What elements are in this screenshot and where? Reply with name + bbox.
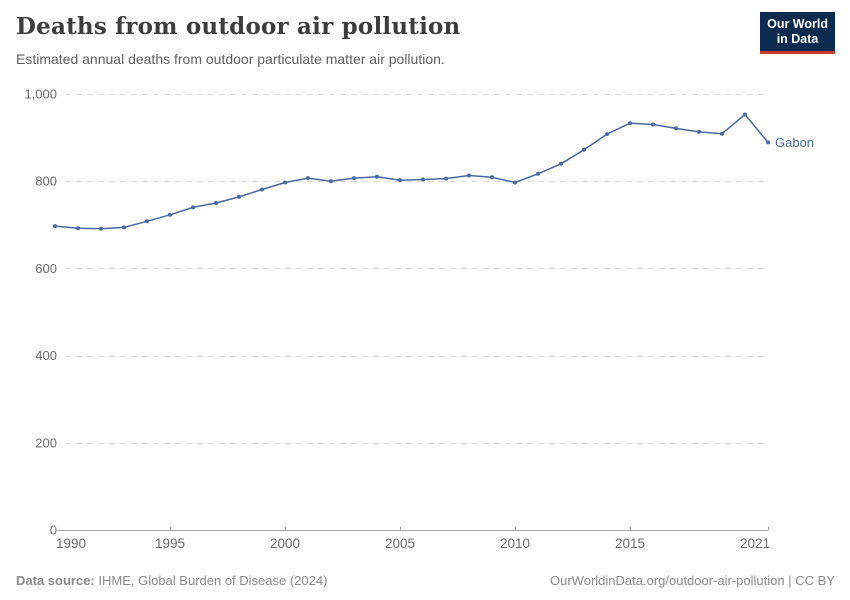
y-tick-label: 0 xyxy=(50,523,57,538)
data-point[interactable] xyxy=(513,180,517,185)
x-tick-label: 2015 xyxy=(615,536,645,551)
chart-title: Deaths from outdoor air pollution xyxy=(16,13,461,40)
x-tick-label: 2010 xyxy=(500,536,530,551)
data-point[interactable] xyxy=(628,121,632,126)
entity-label[interactable]: Gabon xyxy=(775,135,814,150)
data-point[interactable] xyxy=(168,212,172,217)
data-point[interactable] xyxy=(76,226,80,231)
x-tick-label: 2000 xyxy=(270,536,300,551)
owid-logo-line1: Our World xyxy=(767,17,828,31)
owid-logo-line2: in Data xyxy=(776,32,819,46)
data-point[interactable] xyxy=(214,201,218,205)
owid-logo[interactable]: Our World in Data xyxy=(760,12,835,54)
data-point[interactable] xyxy=(191,205,195,210)
data-point[interactable] xyxy=(237,194,241,199)
data-point[interactable] xyxy=(766,140,770,145)
y-tick-label: 200 xyxy=(35,435,57,450)
y-tick-label: 800 xyxy=(35,174,57,189)
y-tick-label: 400 xyxy=(35,348,57,363)
data-source-text: IHME, Global Burden of Disease (2024) xyxy=(98,573,328,588)
data-point[interactable] xyxy=(283,180,287,185)
data-point[interactable] xyxy=(99,226,103,231)
data-source-label: Data source: xyxy=(16,573,95,588)
x-tick-label: 2005 xyxy=(385,536,415,551)
chart-subtitle: Estimated annual deaths from outdoor par… xyxy=(16,51,445,67)
data-point[interactable] xyxy=(490,175,494,180)
data-point[interactable] xyxy=(421,177,425,182)
x-tick-label: 2021 xyxy=(740,536,770,551)
data-point[interactable] xyxy=(398,178,402,183)
data-point[interactable] xyxy=(375,174,379,179)
data-point[interactable] xyxy=(352,176,356,181)
chart-footer: Data source: IHME, Global Burden of Dise… xyxy=(16,573,835,588)
credit: OurWorldinData.org/outdoor-air-pollution… xyxy=(550,573,835,588)
data-point[interactable] xyxy=(467,173,471,178)
y-tick-label: 600 xyxy=(35,261,57,276)
license-badge[interactable]: CC BY xyxy=(795,573,835,588)
credit-separator: | xyxy=(788,573,792,588)
data-point[interactable] xyxy=(697,129,701,134)
data-point[interactable] xyxy=(743,112,747,117)
data-point[interactable] xyxy=(720,131,724,136)
data-point[interactable] xyxy=(582,147,586,152)
x-tick-label: 1995 xyxy=(155,536,185,551)
x-tick-label: 1990 xyxy=(56,536,86,551)
credit-link[interactable]: OurWorldinData.org/outdoor-air-pollution xyxy=(550,573,785,588)
data-point[interactable] xyxy=(329,179,333,184)
data-point[interactable] xyxy=(605,132,609,137)
data-source: Data source: IHME, Global Burden of Dise… xyxy=(16,573,327,588)
data-point[interactable] xyxy=(651,122,655,127)
data-point[interactable] xyxy=(559,161,563,166)
data-point[interactable] xyxy=(536,171,540,176)
y-tick-label: 1,000 xyxy=(24,87,57,102)
data-point[interactable] xyxy=(260,187,264,192)
data-point[interactable] xyxy=(444,176,448,181)
data-point[interactable] xyxy=(306,176,310,181)
trend-line[interactable] xyxy=(54,113,769,230)
data-point[interactable] xyxy=(145,219,149,224)
data-point[interactable] xyxy=(674,126,678,131)
data-point[interactable] xyxy=(122,225,126,230)
data-point[interactable] xyxy=(53,224,57,229)
